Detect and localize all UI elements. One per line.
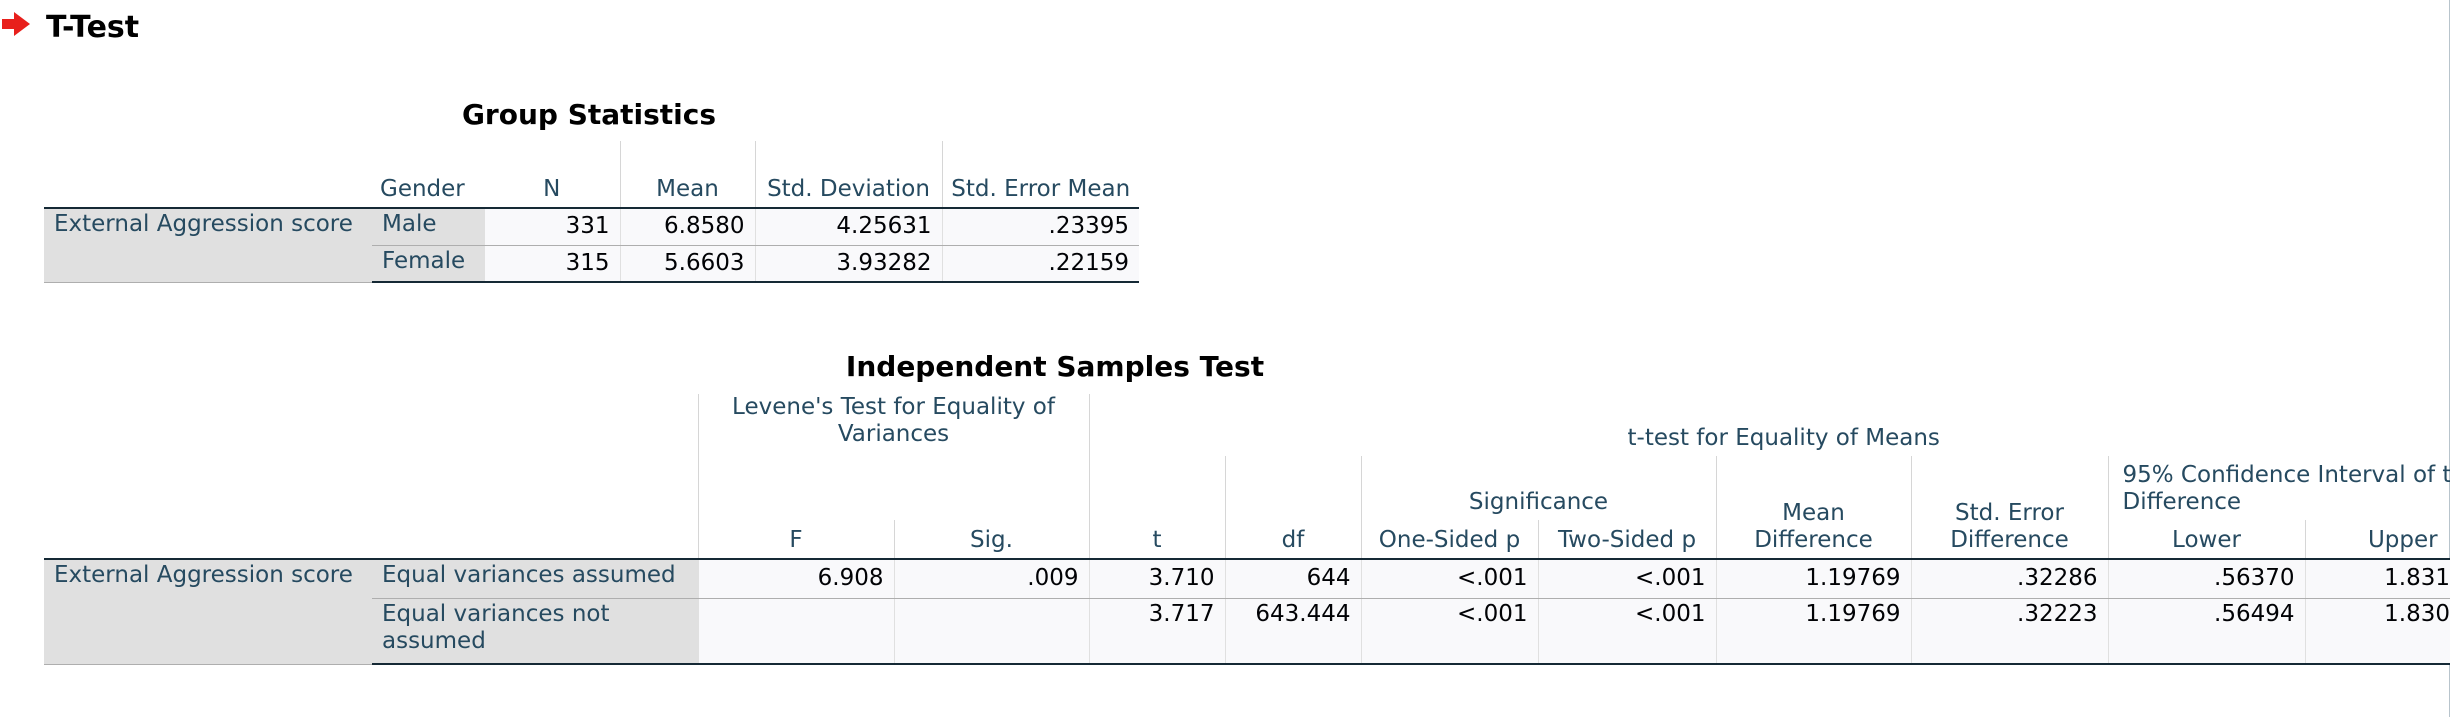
group-header: t-test for Equality of Means [1088, 394, 2450, 456]
column-header: Mean [619, 141, 755, 208]
data-cell: 315 [483, 245, 620, 283]
row-label: External Aggression score [44, 207, 372, 283]
row-label: External Aggression score [44, 558, 372, 665]
column-header: N [543, 176, 561, 202]
row-sublabel: Equal variances not assumed [372, 598, 698, 665]
row-sublabel: Male [372, 207, 484, 246]
data-cell: 1.830 [2304, 598, 2450, 665]
data-row: Female 315 5.6603 3.93282.22159 [44, 245, 1139, 283]
data-cell: 3.93282 [754, 245, 942, 283]
data-cell: 643.444 [1224, 598, 1361, 665]
data-cell: .22159 [941, 245, 1139, 283]
data-cell: .23395 [941, 207, 1139, 246]
column-header: Std. Error Difference [1910, 456, 2108, 559]
data-cell: 1.19769 [1715, 598, 1911, 665]
data-cell: <.001 [1537, 598, 1716, 665]
column-header: t [1088, 456, 1225, 559]
data-cell: <.001 [1360, 558, 1538, 599]
data-cell: 6.908 [697, 558, 894, 599]
data-cell: <.001 [1360, 598, 1538, 665]
row-sublabel: Equal variances assumed [372, 558, 698, 599]
output-arrow-icon [2, 12, 30, 36]
data-cell: 1.831 [2304, 558, 2450, 599]
header-row: F Sig. One-Sided p Two-Sided p Lower Upper [44, 520, 2450, 559]
data-cell: 6.8580 [619, 207, 755, 246]
output-title: T-Test [46, 10, 140, 45]
data-cell: .56370 [2107, 558, 2305, 599]
header-cell [44, 141, 372, 208]
group-header: 95% Confidence Interval of the Differenc… [2107, 456, 2450, 520]
header-row: Gender N Mean Std. Deviation Std. Error Mean [44, 141, 1139, 208]
column-header: Gender [380, 176, 465, 202]
column-header: Upper [2304, 520, 2450, 559]
header-cell [44, 394, 698, 559]
group-header: Levene's Test for Equality of Variances [697, 394, 1089, 520]
column-header: Two-Sided p [1537, 520, 1716, 559]
data-row: External Aggression score Male 331 6.8580 4.… [44, 207, 1139, 283]
data-cell: 3.717 [1088, 598, 1225, 665]
column-header: Sig. [893, 520, 1089, 559]
group-statistics-table: Gender N Mean Std. Deviation Std. Error Mean… [44, 141, 1139, 283]
column-header: Std. Deviation [754, 141, 942, 208]
row-sublabel: Female [372, 245, 484, 283]
column-header: Lower [2107, 520, 2305, 559]
table-title: Independent Samples Test [845, 350, 1265, 383]
data-cell: .56494 [2107, 598, 2305, 665]
data-cell: 644 [1224, 558, 1361, 599]
data-cell: .32223 [1910, 598, 2108, 665]
data-cell [697, 598, 894, 665]
group-header: Significance [1360, 456, 1716, 520]
table-title: Group Statistics [461, 98, 717, 131]
column-header: Std. Error Mean [941, 141, 1139, 208]
data-cell: 3.710 [1088, 558, 1225, 599]
column-header: Mean Difference [1715, 456, 1911, 559]
data-cell: 4.25631 [754, 207, 942, 246]
column-header: One-Sided p [1360, 520, 1538, 559]
header-row: t df Significance Mean Difference Std. Error… [44, 456, 2450, 559]
data-cell: <.001 [1537, 558, 1716, 599]
data-cell: 331 [483, 207, 620, 246]
column-header: F [697, 520, 894, 559]
data-cell [893, 598, 1089, 665]
data-row: External Aggression score Equal variances… [44, 558, 2450, 665]
independent-samples-table: Levene's Test for Equality of Variances t… [44, 394, 2450, 665]
data-cell: .009 [893, 558, 1089, 599]
data-cell: 1.19769 [1715, 558, 1911, 599]
data-row: Equal variances not assumed 3.717 643.444 <… [44, 598, 2450, 665]
data-cell: 5.6603 [619, 245, 755, 283]
data-cell: .32286 [1910, 558, 2108, 599]
header-row: Levene's Test for Equality of Variances t… [44, 394, 2450, 520]
column-header: df [1224, 456, 1361, 559]
